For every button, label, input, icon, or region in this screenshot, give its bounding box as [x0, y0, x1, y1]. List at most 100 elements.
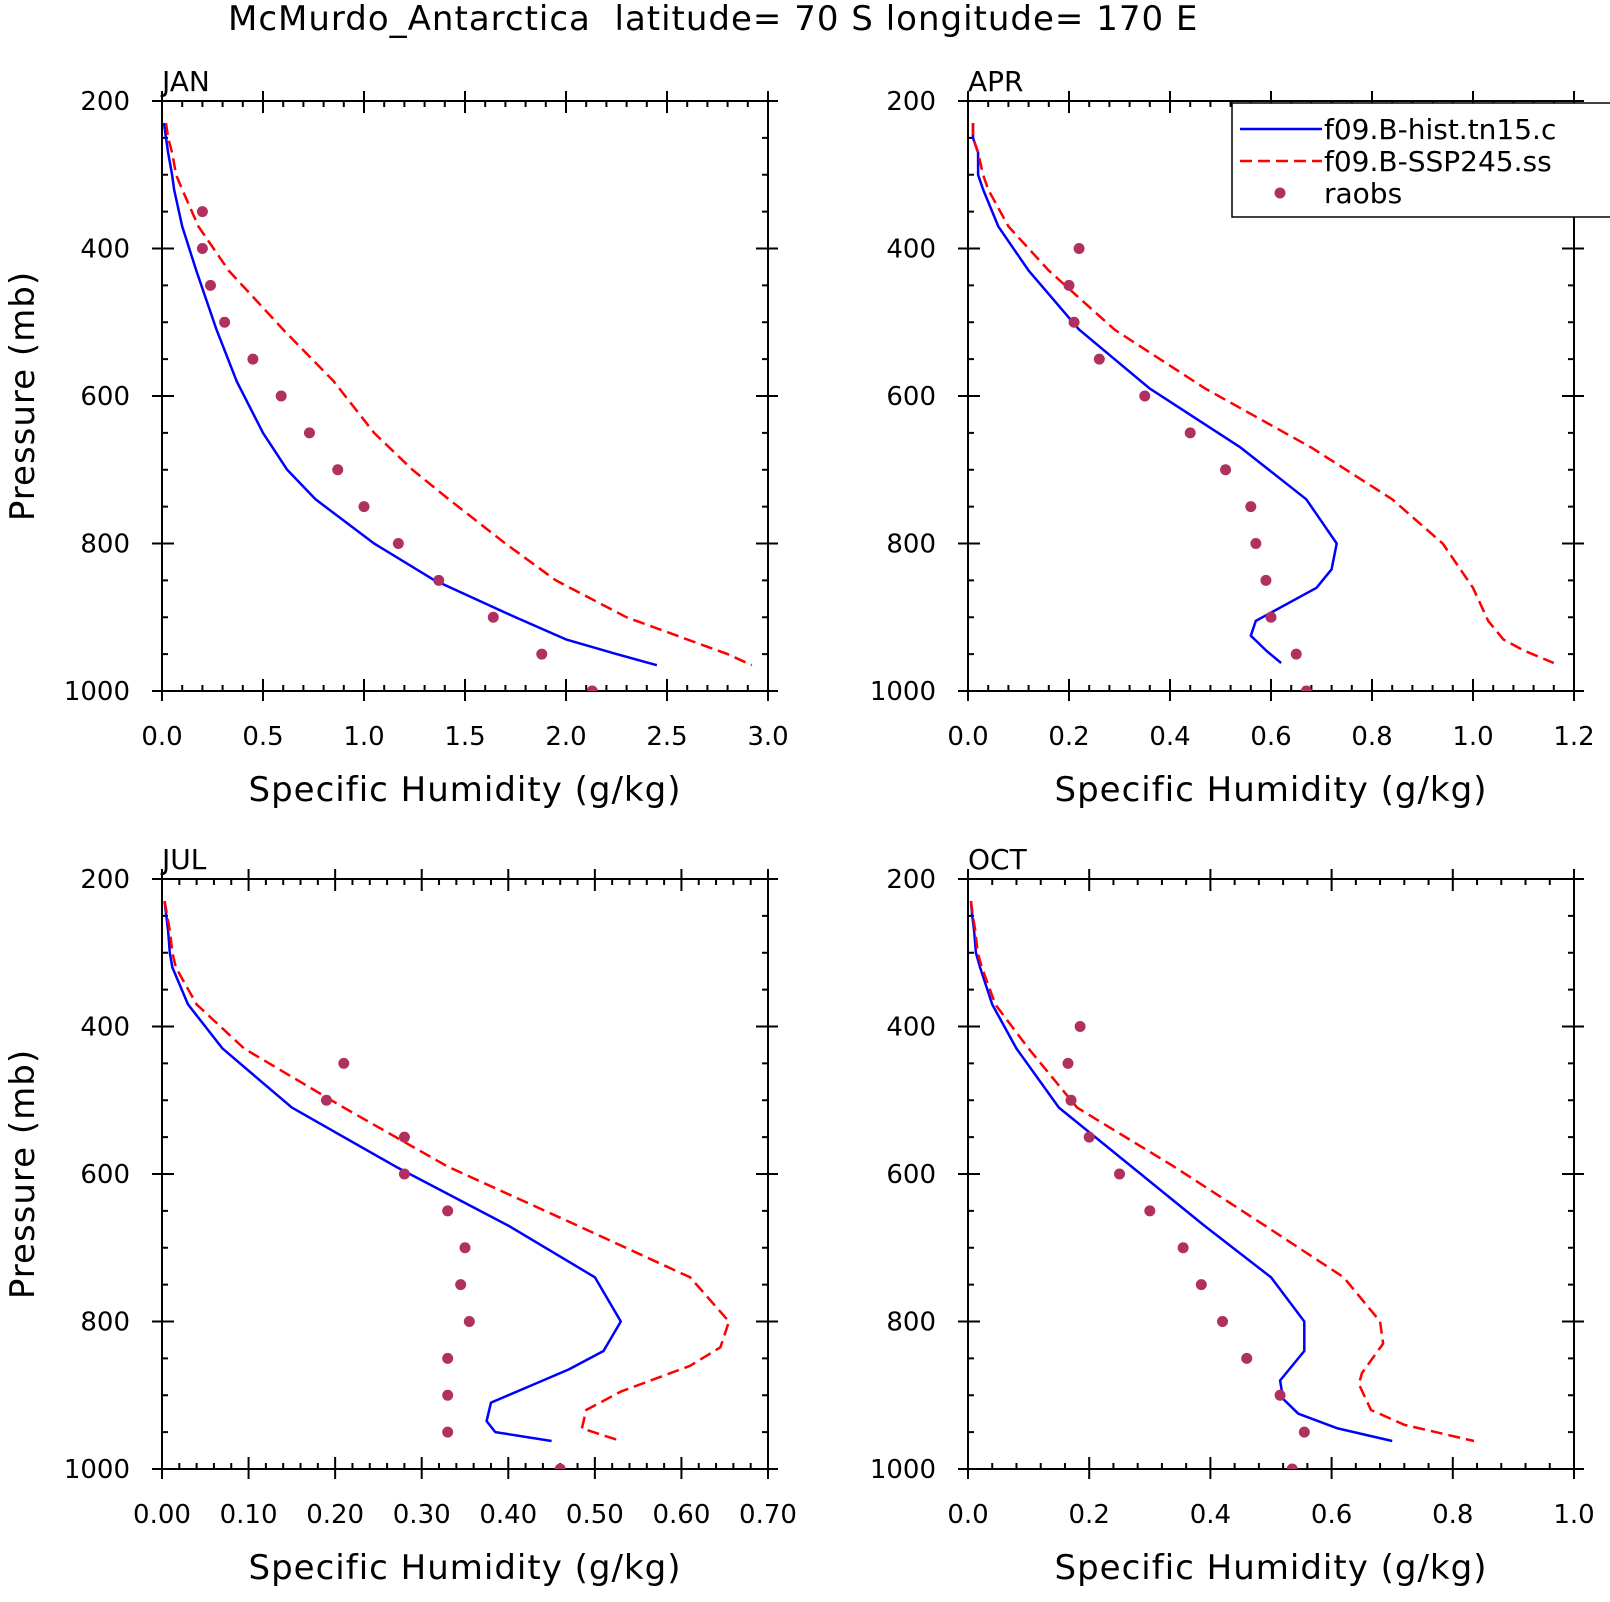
x-axis-title: Specific Humidity (g/kg)	[249, 1548, 682, 1588]
y-tick-label: 1000	[870, 1455, 936, 1485]
y-tick-label: 600	[886, 1160, 936, 1190]
raobs-point	[442, 1426, 454, 1438]
y-tick-label: 200	[886, 87, 936, 117]
x-tick-label: 0.30	[393, 1500, 451, 1530]
y-tick-label: 800	[886, 1308, 936, 1338]
raobs-point	[1093, 353, 1105, 365]
x-tick-label: 0.00	[133, 1500, 191, 1530]
y-axis: 200 400 600 800 1000	[64, 87, 778, 707]
ssp245-line	[164, 122, 753, 667]
raobs-point	[1241, 1352, 1253, 1364]
panel-label: JUL	[160, 843, 207, 876]
raobs-point	[204, 279, 216, 291]
x-tick-label: 2.0	[545, 722, 586, 752]
x-tick-label: 3.0	[747, 722, 788, 752]
legend-dot	[1274, 187, 1286, 199]
raobs-point	[536, 648, 548, 660]
raobs-point	[1250, 538, 1262, 549]
x-tick-label: 2.5	[646, 722, 687, 752]
x-tick-label: 0.4	[1190, 1500, 1231, 1530]
raobs-point	[1220, 464, 1232, 476]
x-tick-label: 0.5	[242, 722, 283, 752]
raobs-point	[392, 538, 404, 549]
x-axis-title: Specific Humidity (g/kg)	[1055, 770, 1488, 810]
raobs-point	[463, 1316, 475, 1327]
x-axis: 0.0 0.2 0.4 0.6 0.8 1.0	[947, 869, 1595, 1530]
x-tick-label: 1.0	[1553, 1500, 1594, 1530]
x-axis: 0.00 0.10 0.20 0.30 0.40 0.50 0.60 0.70	[133, 869, 797, 1530]
raobs-point	[1144, 1205, 1156, 1217]
x-tick-label: 0.8	[1432, 1500, 1473, 1530]
raobs-point	[1300, 685, 1312, 691]
x-tick-label: 0.6	[1311, 1500, 1352, 1530]
raobs-point	[1286, 1463, 1298, 1469]
figure-title: McMurdo_Antarctica latitude= 70 S longit…	[228, 0, 1198, 39]
raobs-point	[1073, 243, 1085, 254]
ssp245-line	[971, 123, 1555, 665]
x-tick-label: 0.60	[652, 1500, 710, 1530]
raobs-point	[332, 464, 344, 476]
y-tick-label: 1000	[64, 1455, 130, 1485]
y-tick-label: 200	[886, 865, 936, 895]
x-tick-label: 0.0	[947, 722, 988, 752]
hist-line	[969, 900, 1393, 1443]
x-tick-label: 0.20	[306, 1500, 364, 1530]
x-tick-label: 1.0	[1452, 722, 1493, 752]
raobs-point	[1114, 1168, 1125, 1180]
raobs-point	[1083, 1131, 1095, 1143]
raobs-point	[196, 206, 208, 218]
panel-oct: OCT 200 400 600 800 1000 0.0 0.2 0.4 0.6 0.8 1.0 Spe…	[870, 843, 1595, 1588]
hist-line	[971, 123, 1338, 664]
legend-label: f09.B-SSP245.ss	[1324, 145, 1552, 178]
x-tick-label: 0.2	[1048, 722, 1089, 752]
x-tick-label: 1.2	[1553, 722, 1594, 752]
raobs-point	[433, 574, 445, 586]
raobs-point	[554, 1463, 566, 1469]
y-axis-title: Pressure (mb)	[3, 1049, 43, 1299]
raobs-point	[586, 685, 598, 691]
plot-frame	[161, 100, 769, 692]
y-tick-label: 400	[80, 1013, 130, 1043]
raobs-point	[320, 1094, 332, 1106]
raobs-point	[1290, 648, 1302, 660]
raobs-point	[398, 1168, 410, 1180]
raobs-point	[1065, 1094, 1077, 1106]
legend-label: f09.B-hist.tn15.c	[1324, 113, 1556, 146]
y-tick-label: 600	[80, 1160, 130, 1190]
x-tick-label: 0.0	[141, 722, 182, 752]
y-tick-label: 800	[80, 530, 130, 560]
raobs-point	[1298, 1426, 1310, 1438]
raobs-point	[487, 611, 499, 623]
y-tick-label: 200	[80, 865, 130, 895]
raobs-point	[442, 1205, 454, 1217]
raobs-point	[1274, 1389, 1286, 1401]
raobs-point	[1062, 1057, 1074, 1069]
panel-label: OCT	[968, 843, 1028, 876]
plot-frame	[161, 878, 769, 1470]
raobs-point	[442, 1389, 454, 1401]
raobs-point	[358, 501, 370, 513]
x-axis-title: Specific Humidity (g/kg)	[1055, 1548, 1488, 1588]
raobs-point	[1063, 279, 1075, 291]
raobs-point	[275, 390, 287, 402]
y-tick-label: 600	[80, 382, 130, 412]
raobs-point	[398, 1131, 410, 1143]
panel-label: APR	[968, 65, 1024, 98]
x-tick-label: 0.6	[1250, 722, 1291, 752]
y-tick-label: 400	[886, 235, 936, 265]
y-tick-label: 600	[886, 382, 936, 412]
x-tick-label: 0.2	[1069, 1500, 1110, 1530]
raobs-point	[1260, 574, 1272, 586]
raobs-point	[1074, 1021, 1086, 1032]
raobs-point	[1245, 501, 1257, 513]
x-tick-label: 0.70	[739, 1500, 797, 1530]
raobs-point	[247, 353, 259, 365]
raobs-point	[455, 1279, 467, 1291]
hist-line	[163, 900, 623, 1443]
raobs-point	[219, 316, 231, 328]
y-tick-label: 200	[80, 87, 130, 117]
y-tick-label: 800	[80, 1308, 130, 1338]
panel-label: JAN	[160, 65, 210, 98]
